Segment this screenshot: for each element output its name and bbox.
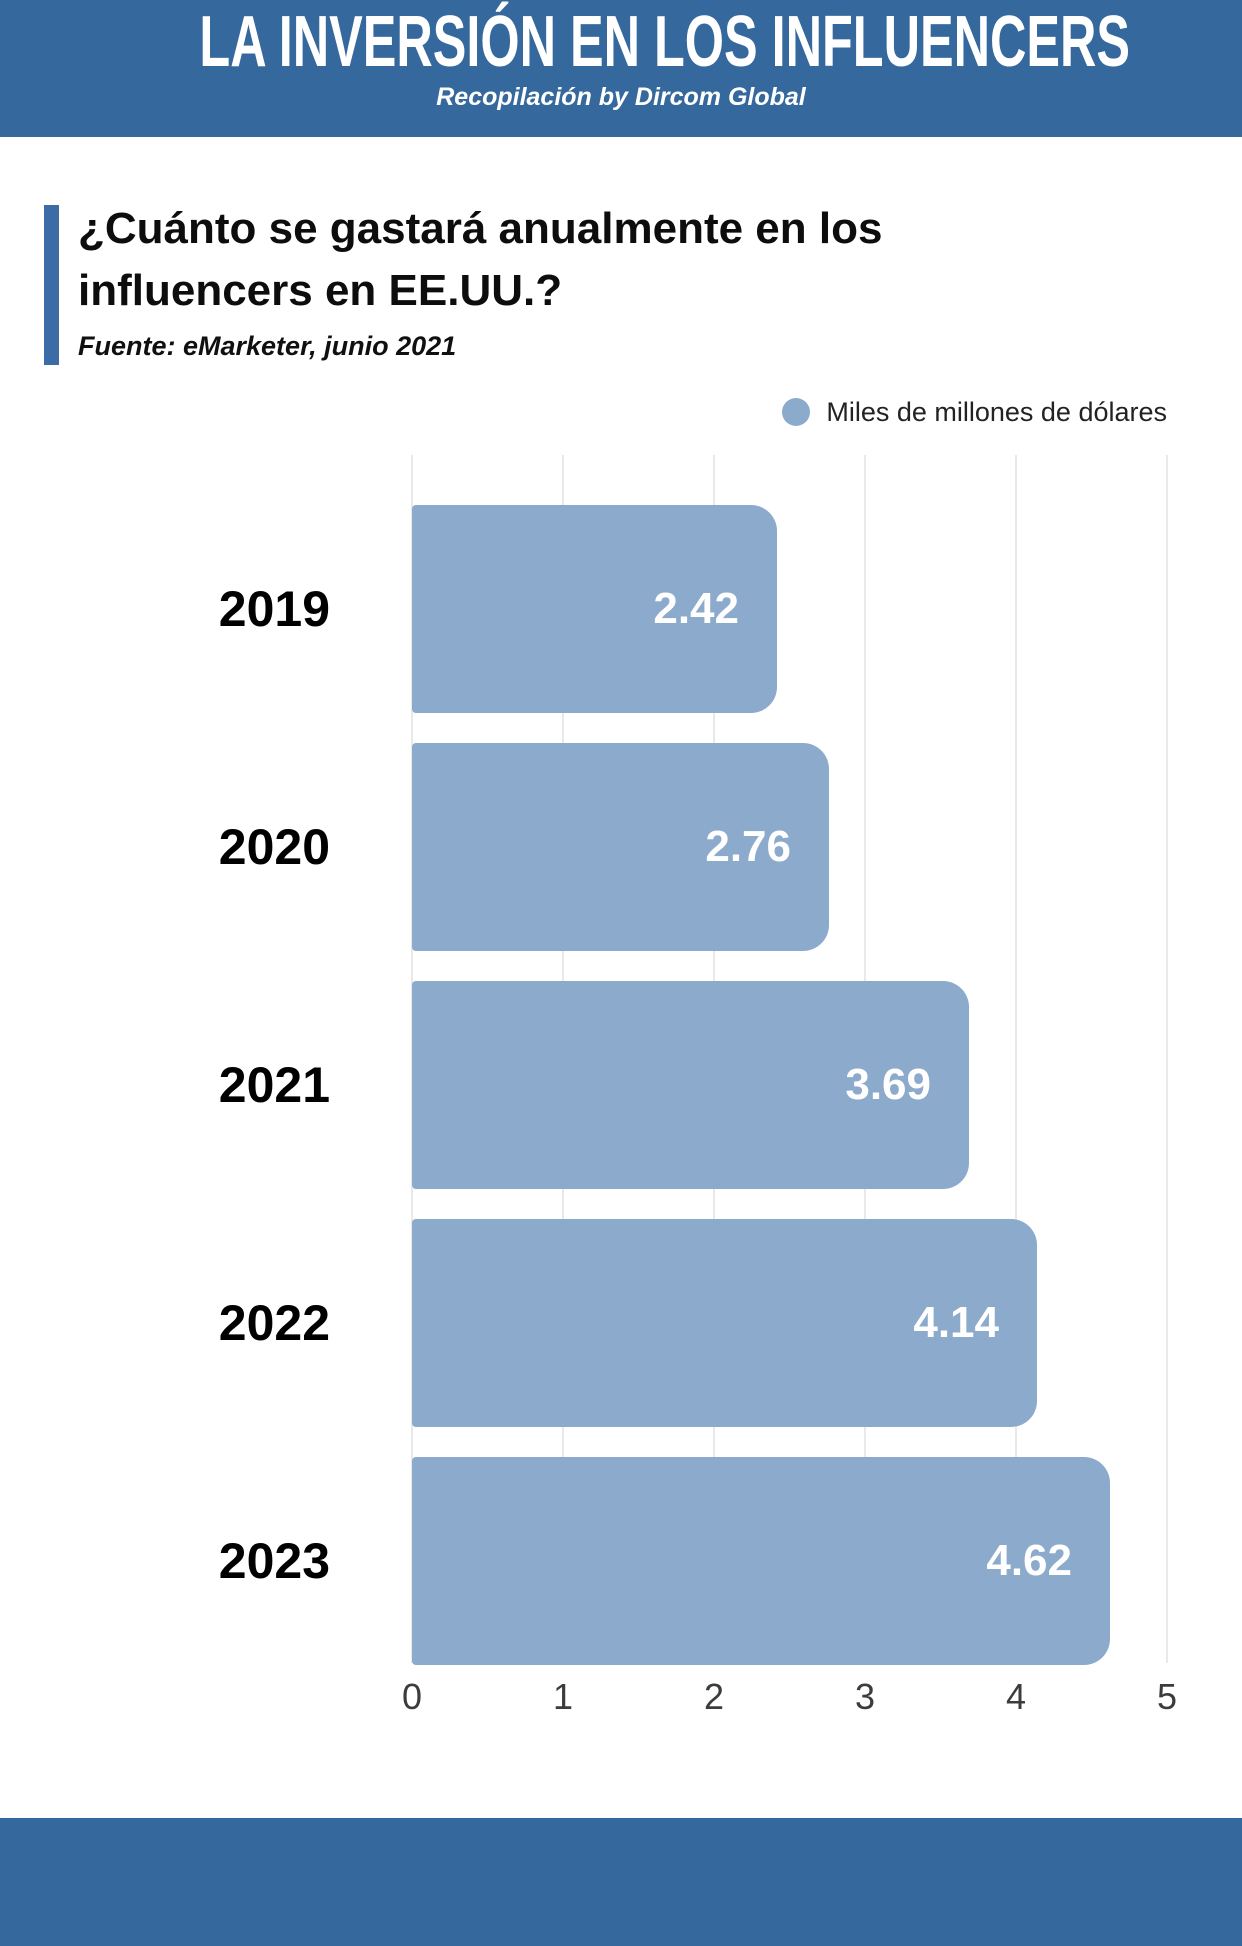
gridline-x-4 [1015, 455, 1017, 1663]
category-label-2021: 2021 [218, 1057, 330, 1113]
category-label-2019: 2019 [218, 581, 330, 637]
x-axis-tick-label-5: 5 [1156, 1676, 1178, 1717]
bar-2023: 4.62 [412, 1457, 1110, 1665]
bar-2019: 2.42 [412, 505, 777, 713]
chart-row-2023: 2023 4.62 [0, 1457, 1242, 1665]
title-accent-bar [44, 205, 59, 365]
chart-row-2022: 2022 4.14 [0, 1219, 1242, 1427]
category-label-2020: 2020 [218, 819, 330, 875]
bar-value-label-2023: 4.62 [986, 1536, 1072, 1585]
chart-question-title-line2: influencers en EE.UU.? [78, 266, 563, 315]
bar-value-label-2021: 3.69 [845, 1060, 931, 1109]
x-axis-tick-label-2: 2 [703, 1676, 725, 1717]
gridline-x-5 [1166, 455, 1168, 1663]
chart-question-title: ¿Cuánto se gastará anualmente en los inf… [78, 198, 882, 322]
category-label-2022: 2022 [218, 1295, 330, 1351]
page-subtitle: Recopilación by Dircom Global [436, 83, 806, 111]
chart-row-2019: 2019 2.42 [0, 505, 1242, 713]
chart-legend: Miles de millones de dólares [782, 397, 1167, 427]
bar-value-label-2019: 2.42 [653, 584, 739, 633]
chart-row-2020: 2020 2.76 [0, 743, 1242, 951]
page-title: LA INVERSIÓN EN LOS INFLUENCERS [199, 2, 1131, 82]
bar-value-label-2020: 2.76 [705, 822, 791, 871]
x-axis-tick-label-0: 0 [401, 1676, 423, 1717]
legend-circle-icon [782, 398, 811, 426]
bar-value-label-2022: 4.14 [913, 1298, 999, 1347]
legend-label: Miles de millones de dólares [826, 396, 1167, 427]
footer-band [0, 1818, 1242, 1946]
bar-2020: 2.76 [412, 743, 829, 951]
chart-row-2021: 2021 3.69 [0, 981, 1242, 1189]
x-axis-tick-label-1: 1 [552, 1676, 574, 1717]
chart-question-title-line1: ¿Cuánto se gastará anualmente en los [78, 204, 883, 253]
x-axis-tick-label-4: 4 [1005, 1676, 1027, 1717]
x-axis-tick-label-3: 3 [854, 1676, 876, 1717]
header-title-wrap: LA INVERSIÓN EN LOS INFLUENCERS [0, 6, 1242, 78]
header-band: LA INVERSIÓN EN LOS INFLUENCERS Recopila… [0, 0, 1242, 137]
category-label-2023: 2023 [218, 1533, 330, 1589]
source-caption: Fuente: eMarketer, junio 2021 [78, 331, 457, 361]
bar-2021: 3.69 [412, 981, 969, 1189]
bar-2022: 4.14 [412, 1219, 1037, 1427]
